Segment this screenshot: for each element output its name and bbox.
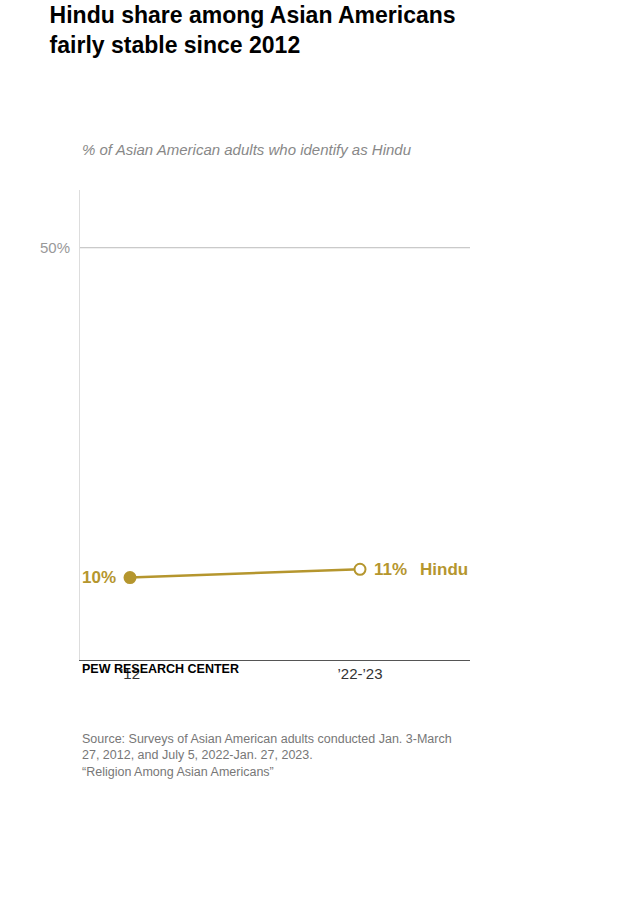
- svg-text:50%: 50%: [40, 239, 70, 256]
- svg-text:’12: ’12: [120, 665, 140, 682]
- svg-text:’22-’23: ’22-’23: [337, 665, 382, 682]
- svg-text:% of Asian American adults who: % of Asian American adults who identify …: [82, 141, 412, 158]
- svg-text:PEW RESEARCH CENTER: PEW RESEARCH CENTER: [82, 662, 239, 676]
- svg-text:Hindu share among Asian Americ: Hindu share among Asian Americansfairly …: [50, 2, 456, 58]
- svg-text:11%: 11%: [374, 560, 407, 579]
- svg-text:10%: 10%: [82, 568, 116, 587]
- svg-text:Hindu: Hindu: [420, 560, 468, 579]
- svg-text:Source: Surveys of Asian Ameri: Source: Surveys of Asian American adults…: [82, 732, 452, 779]
